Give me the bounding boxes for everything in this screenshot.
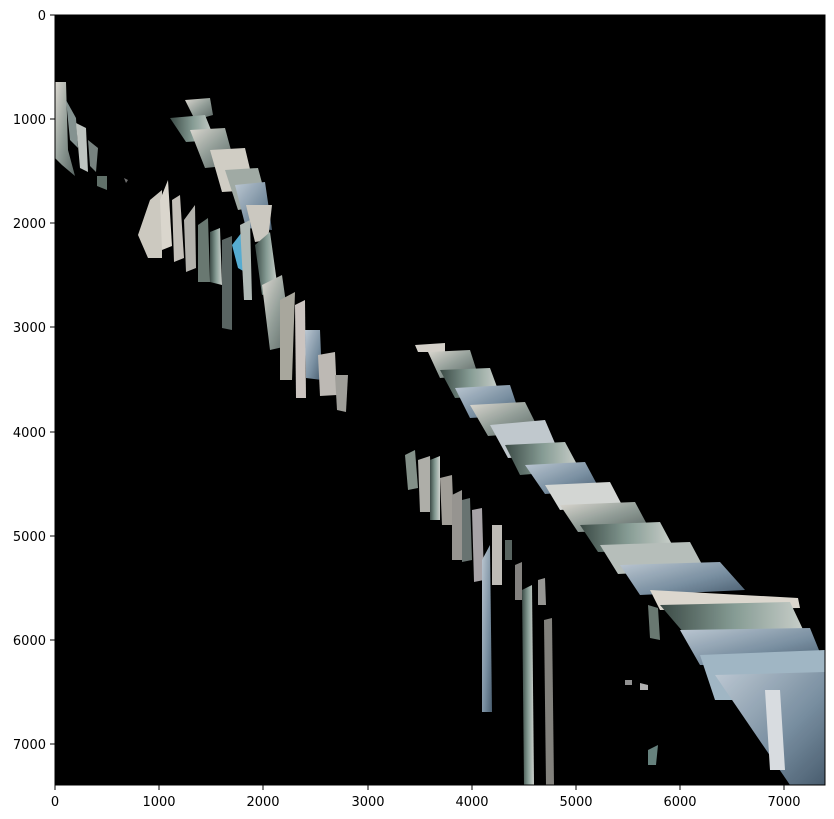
y-tick-label: 7000: [13, 738, 46, 753]
x-tick-label: 6000: [663, 795, 696, 810]
x-tick-label: 3000: [351, 795, 384, 810]
y-tick-label: 3000: [13, 321, 46, 336]
y-tick-label: 0: [38, 9, 46, 24]
x-tick-label: 0: [51, 795, 59, 810]
y-tick-label: 1000: [13, 113, 46, 128]
x-tick-label: 2000: [246, 795, 279, 810]
y-axis: 0 1000 2000 3000 4000 5000 6000 7000: [13, 9, 55, 753]
y-tick-label: 4000: [13, 426, 46, 441]
y-tick-label: 2000: [13, 217, 46, 232]
x-axis: 0 1000 2000 3000 4000 5000 6000 7000: [51, 785, 801, 810]
mosaic-fragments: [55, 82, 825, 785]
x-tick-label: 5000: [559, 795, 592, 810]
image-area: [55, 15, 825, 785]
axes-frame: [54, 14, 826, 786]
x-tick-label: 7000: [767, 795, 800, 810]
x-tick-label: 4000: [455, 795, 488, 810]
y-tick-label: 6000: [13, 634, 46, 649]
x-tick-label: 1000: [142, 795, 175, 810]
y-tick-label: 5000: [13, 530, 46, 545]
